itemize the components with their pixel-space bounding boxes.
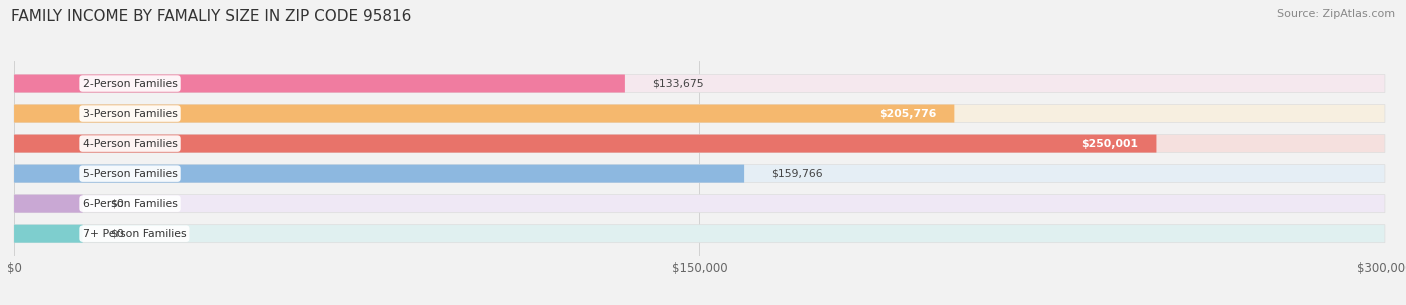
Text: Source: ZipAtlas.com: Source: ZipAtlas.com bbox=[1277, 9, 1395, 19]
FancyBboxPatch shape bbox=[14, 135, 1385, 152]
Text: $205,776: $205,776 bbox=[879, 109, 936, 119]
Text: $0: $0 bbox=[110, 229, 124, 239]
FancyBboxPatch shape bbox=[14, 195, 1385, 213]
FancyBboxPatch shape bbox=[14, 105, 1385, 123]
Text: 4-Person Families: 4-Person Families bbox=[83, 138, 177, 149]
Text: $133,675: $133,675 bbox=[652, 78, 704, 88]
FancyBboxPatch shape bbox=[14, 195, 83, 213]
Text: $0: $0 bbox=[110, 199, 124, 209]
Text: 3-Person Families: 3-Person Families bbox=[83, 109, 177, 119]
FancyBboxPatch shape bbox=[14, 165, 1385, 183]
FancyBboxPatch shape bbox=[14, 135, 1157, 152]
FancyBboxPatch shape bbox=[14, 165, 744, 183]
Text: 6-Person Families: 6-Person Families bbox=[83, 199, 177, 209]
FancyBboxPatch shape bbox=[14, 74, 624, 92]
FancyBboxPatch shape bbox=[14, 225, 83, 243]
Text: 5-Person Families: 5-Person Families bbox=[83, 169, 177, 179]
Text: 2-Person Families: 2-Person Families bbox=[83, 78, 177, 88]
Text: $250,001: $250,001 bbox=[1081, 138, 1139, 149]
FancyBboxPatch shape bbox=[14, 105, 955, 123]
Text: FAMILY INCOME BY FAMALIY SIZE IN ZIP CODE 95816: FAMILY INCOME BY FAMALIY SIZE IN ZIP COD… bbox=[11, 9, 412, 24]
Text: 7+ Person Families: 7+ Person Families bbox=[83, 229, 186, 239]
FancyBboxPatch shape bbox=[14, 74, 1385, 92]
FancyBboxPatch shape bbox=[14, 225, 1385, 243]
Text: $159,766: $159,766 bbox=[772, 169, 823, 179]
